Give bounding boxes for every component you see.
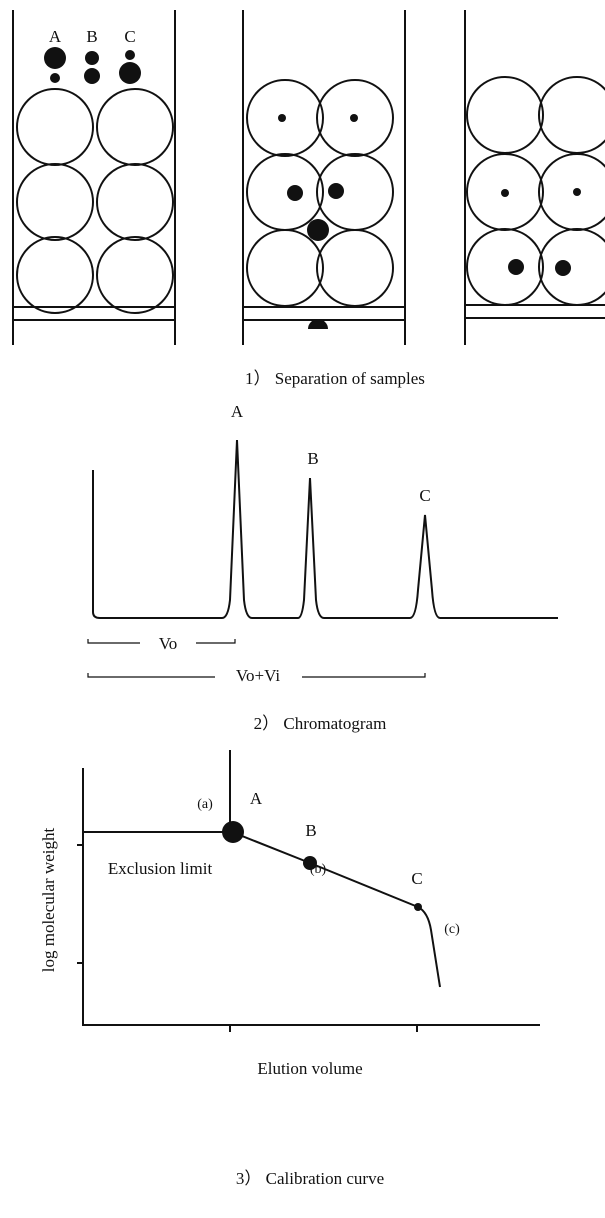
bracket	[87, 673, 426, 678]
caption: 3） Calibration curve	[236, 1169, 384, 1188]
x-axis-label: Elution volume	[257, 1059, 362, 1078]
column	[246, 79, 324, 157]
vo-label: Vo	[159, 634, 178, 653]
column	[16, 88, 94, 166]
sample-dot	[119, 62, 141, 84]
column	[466, 228, 544, 306]
peak-label: B	[307, 449, 318, 468]
sample-dot	[278, 114, 286, 122]
peak-label: C	[419, 486, 430, 505]
column	[538, 228, 605, 306]
sample-dot	[555, 260, 571, 276]
sample-dot	[287, 185, 303, 201]
sample-dot	[508, 259, 524, 275]
sample-dot	[84, 68, 100, 84]
peak-label: A	[231, 402, 244, 421]
sample-dot	[501, 189, 509, 197]
column	[466, 76, 544, 154]
sample-dot	[50, 73, 60, 83]
point	[303, 856, 317, 870]
column	[96, 88, 174, 166]
bracket	[87, 639, 426, 678]
sample-dot	[44, 47, 581, 329]
axis	[77, 844, 418, 1032]
caption: 2） Chromatogram	[254, 714, 387, 733]
point	[414, 903, 422, 911]
column	[246, 229, 324, 307]
point-label: (a)	[197, 797, 213, 812]
exclusion-label: Exclusion limit	[108, 859, 213, 878]
sample-dot	[307, 219, 329, 241]
column	[16, 236, 94, 314]
point-label: B	[305, 821, 316, 840]
column	[316, 229, 394, 307]
sample-dot	[328, 183, 344, 199]
sample-dot	[573, 188, 581, 196]
axis	[77, 768, 540, 1032]
sample-label: C	[124, 27, 135, 46]
calibration-curve	[83, 750, 441, 988]
sample-label: A	[49, 27, 62, 46]
chromatogram-trace	[92, 439, 558, 619]
point-label: (c)	[444, 922, 460, 937]
axis	[82, 768, 540, 1026]
point-label: C	[411, 869, 422, 888]
point	[222, 821, 244, 843]
sample-dot	[308, 319, 328, 329]
column	[538, 153, 605, 231]
point-label: (b)	[310, 862, 327, 877]
bracket	[87, 639, 236, 644]
column	[16, 163, 94, 241]
column	[96, 163, 174, 241]
point	[222, 821, 422, 911]
point-label: A	[250, 789, 263, 808]
column	[246, 153, 324, 231]
column	[96, 236, 174, 314]
column	[12, 10, 605, 345]
sample-dot	[44, 47, 66, 69]
column	[316, 79, 394, 157]
y-axis-label: log molecular weight	[39, 827, 58, 972]
caption: 1） Separation of samples	[245, 369, 425, 388]
sample-dot	[125, 50, 135, 60]
sample-dot	[85, 51, 99, 65]
sample-dot	[350, 114, 358, 122]
vo-vi-label: Vo+Vi	[236, 666, 280, 685]
sample-label: B	[86, 27, 97, 46]
column	[538, 76, 605, 154]
